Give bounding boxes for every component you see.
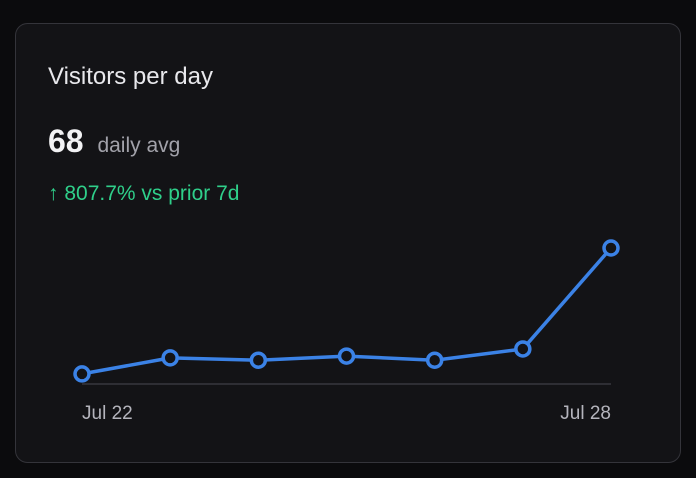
- x-tick-label: Jul 22: [82, 403, 133, 424]
- point: [73, 365, 91, 383]
- point: [514, 340, 532, 358]
- point: [602, 239, 620, 257]
- change: ↑ 807.7% vs prior 7d: [48, 182, 239, 205]
- stat: 68 daily avg: [48, 123, 180, 159]
- chart-title: Visitors per day: [48, 63, 213, 90]
- stat-label: daily avg: [97, 134, 180, 157]
- point: [425, 351, 444, 369]
- point: [161, 349, 179, 367]
- x-tick-label: Jul 28: [560, 403, 611, 424]
- point: [249, 351, 268, 369]
- point: [337, 347, 356, 365]
- stat-value: 68: [48, 123, 84, 159]
- card: [15, 23, 681, 463]
